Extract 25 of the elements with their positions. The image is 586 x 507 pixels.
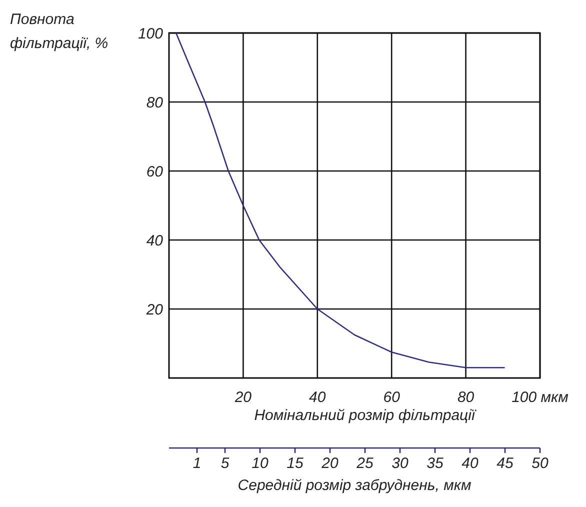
x-tick-label: 20 [234, 389, 252, 406]
y-tick-label: 80 [146, 94, 164, 112]
x2-tick-label: 30 [392, 455, 409, 472]
x2-tick-label: 45 [496, 455, 514, 472]
y-axis-title: Повнота фільтрації, % [10, 11, 108, 52]
x2-tick-label: 25 [356, 455, 374, 472]
x-tick-label: 100 мкм [512, 389, 568, 406]
x-tick-label: 80 [457, 389, 475, 406]
x-axis-title: Номінальний розмір фільтрації [254, 407, 476, 424]
x2-axis-title: Середній розмір забруднень, мкм [238, 477, 472, 494]
x2-tick-label: 1 [192, 455, 202, 472]
x2-tick-label: 20 [320, 455, 339, 472]
y-tick-label: 20 [145, 301, 164, 318]
line-series [175, 32, 506, 368]
x2-tick-label: 35 [426, 455, 444, 472]
x2-tick-label: 50 [532, 455, 549, 472]
y-tick-label: 40 [146, 232, 164, 250]
y-tick-label: 100 [138, 25, 164, 42]
x2-tick-label: 15 [286, 455, 304, 472]
x2-tick-label: 10 [252, 455, 269, 472]
y-tick-label: 60 [146, 163, 164, 180]
x2-tick-label: 5 [220, 455, 230, 472]
x2-tick-label: 40 [462, 455, 479, 472]
x-tick-label: 60 [383, 389, 401, 406]
x-tick-label: 40 [309, 389, 326, 406]
